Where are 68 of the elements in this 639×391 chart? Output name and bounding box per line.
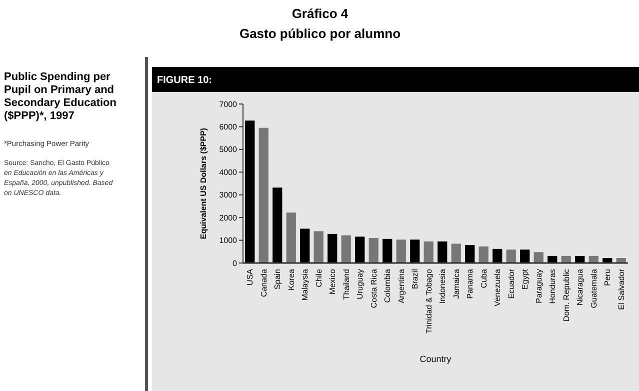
bar: [300, 228, 310, 263]
x-tick-label: Honduras: [548, 269, 558, 304]
x-tick-label: Dom. Republic: [562, 269, 571, 322]
x-tick-label: Panama: [466, 268, 475, 299]
x-tick-label: Peru: [603, 269, 612, 286]
bar: [396, 240, 406, 263]
bar: [438, 241, 448, 263]
x-tick-label: Trinidad & Tobago: [424, 268, 434, 334]
x-tick-label: Costa Rica: [369, 268, 378, 308]
bar: [258, 128, 268, 263]
bar: [478, 246, 488, 263]
x-tick-label: Cuba: [479, 268, 488, 288]
y-tick-label: 1000: [219, 236, 238, 246]
x-tick-label: Uruguay: [356, 269, 365, 300]
chart-subtitle: Gasto público por alumno: [239, 26, 401, 41]
bar: [561, 256, 571, 263]
bar: [506, 250, 516, 263]
x-tick-label: Guatemala: [589, 268, 598, 308]
x-tick-label: Thailand: [342, 269, 351, 300]
x-tick-label: Malaysia: [300, 268, 310, 301]
x-tick-label: Korea: [286, 268, 296, 290]
y-tick-label: 5000: [219, 145, 238, 154]
bar: [286, 212, 296, 263]
caption: FIGURE 10:: [157, 75, 212, 86]
x-tick-label: Canada: [259, 268, 268, 298]
bar: [314, 231, 324, 263]
bar: [410, 240, 420, 263]
y-tick-label: 7000: [219, 100, 238, 109]
x-tick-label: Paraguay: [534, 269, 544, 304]
x-tick-label: Ecuador: [506, 268, 516, 299]
bar: [588, 256, 598, 263]
bar: [465, 245, 475, 263]
x-tick-label: Nicaragua: [576, 268, 585, 306]
x-tick-label: USA: [246, 268, 255, 286]
x-tick-label: Mexico: [328, 268, 338, 294]
bar: [424, 241, 434, 263]
bar: [451, 244, 461, 263]
bar: [382, 238, 392, 263]
x-tick-label: El Salvador: [616, 268, 626, 310]
y-tick-label: 3000: [219, 190, 238, 200]
y-tick-label: 2000: [219, 213, 238, 222]
bar: [272, 188, 282, 263]
chart-title: Gráfico 4: [292, 6, 349, 21]
bar: [368, 238, 378, 263]
bar: [492, 248, 502, 263]
x-tick-label: Chile: [314, 268, 324, 288]
bar: [534, 252, 544, 263]
bar: [548, 256, 558, 263]
x-tick-label: Egypt: [520, 268, 530, 290]
bar: [245, 120, 255, 263]
bar: [355, 236, 365, 263]
x-tick-label: Indonesia: [438, 268, 448, 304]
x-tick-label: Colombia: [383, 268, 392, 303]
bar: [328, 234, 338, 263]
x-tick-label: Spain: [273, 269, 282, 290]
x-axis-title: Country: [420, 354, 452, 364]
y-tick-label: 0: [232, 258, 238, 268]
text: Public Spending per Pupil on Primary and Secondary Education ($PPP)*, 1997: [4, 71, 117, 122]
bar: [520, 250, 530, 263]
y-axis-title: Equivalent US Dollars ($PPP): [199, 128, 208, 240]
x-tick-label: Jamaica: [452, 268, 461, 299]
y-tick-label: 6000: [219, 122, 238, 132]
x-tick-label: Brazil: [410, 268, 420, 290]
x-tick-label: Venezuela: [493, 268, 502, 306]
bar: [575, 256, 585, 263]
bar: [341, 235, 351, 263]
x-tick-label: Argentina: [396, 268, 406, 304]
y-tick-label: 4000: [219, 168, 238, 177]
